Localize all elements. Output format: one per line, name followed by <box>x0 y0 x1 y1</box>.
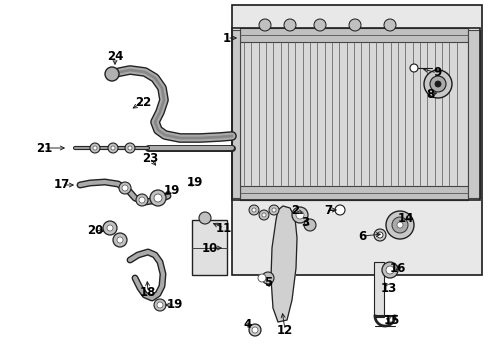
Bar <box>231 28 479 200</box>
Text: 4: 4 <box>244 319 252 332</box>
Bar <box>240 28 467 42</box>
Text: 19: 19 <box>166 298 183 311</box>
Circle shape <box>334 205 345 215</box>
Bar <box>231 30 240 198</box>
Circle shape <box>284 19 295 31</box>
Text: 6: 6 <box>357 230 366 243</box>
Circle shape <box>107 225 113 231</box>
Text: 16: 16 <box>389 261 406 274</box>
Circle shape <box>199 212 210 224</box>
Text: 19: 19 <box>186 176 203 189</box>
Circle shape <box>385 211 413 239</box>
Circle shape <box>113 233 127 247</box>
Circle shape <box>122 185 128 191</box>
Text: 24: 24 <box>106 50 123 63</box>
Text: 17: 17 <box>54 179 70 192</box>
Circle shape <box>313 19 325 31</box>
Circle shape <box>111 146 115 150</box>
Circle shape <box>150 190 165 206</box>
Circle shape <box>409 64 417 72</box>
Text: 11: 11 <box>215 221 232 234</box>
Circle shape <box>396 222 402 228</box>
Text: 19: 19 <box>163 184 180 197</box>
Text: 22: 22 <box>135 95 151 108</box>
Circle shape <box>385 266 393 274</box>
Circle shape <box>259 19 270 31</box>
Circle shape <box>295 211 304 219</box>
Circle shape <box>248 324 261 336</box>
Circle shape <box>119 182 131 194</box>
Circle shape <box>262 213 265 217</box>
Bar <box>240 186 467 200</box>
Bar <box>467 30 479 198</box>
FancyBboxPatch shape <box>231 5 481 275</box>
Text: 14: 14 <box>397 211 413 225</box>
Circle shape <box>259 210 268 220</box>
Text: 5: 5 <box>264 275 271 288</box>
Circle shape <box>251 208 256 212</box>
Circle shape <box>139 197 145 203</box>
Circle shape <box>268 205 279 215</box>
Circle shape <box>304 219 315 231</box>
Circle shape <box>157 302 163 308</box>
Text: 7: 7 <box>323 203 331 216</box>
Circle shape <box>105 67 119 81</box>
Text: 8: 8 <box>425 89 433 102</box>
Bar <box>192 220 226 275</box>
Circle shape <box>154 194 162 202</box>
Text: 21: 21 <box>36 141 52 154</box>
Circle shape <box>271 208 275 212</box>
Circle shape <box>136 194 148 206</box>
Bar <box>240 28 467 200</box>
Bar <box>373 262 383 317</box>
Circle shape <box>262 272 273 284</box>
Text: 1: 1 <box>223 31 231 45</box>
Text: 23: 23 <box>142 152 158 165</box>
Circle shape <box>381 262 397 278</box>
Circle shape <box>376 232 382 238</box>
Circle shape <box>117 237 123 243</box>
Circle shape <box>348 19 360 31</box>
Circle shape <box>291 207 307 223</box>
Polygon shape <box>270 206 296 322</box>
Text: 3: 3 <box>300 216 308 229</box>
Circle shape <box>128 146 132 150</box>
Circle shape <box>248 205 259 215</box>
Circle shape <box>373 229 385 241</box>
Text: 2: 2 <box>290 203 299 216</box>
Circle shape <box>90 143 100 153</box>
Text: 12: 12 <box>276 324 292 337</box>
Text: 9: 9 <box>432 67 440 80</box>
Circle shape <box>125 143 135 153</box>
Circle shape <box>108 143 118 153</box>
Text: 13: 13 <box>380 282 396 294</box>
Circle shape <box>383 19 395 31</box>
Circle shape <box>154 299 165 311</box>
Circle shape <box>391 217 407 233</box>
Circle shape <box>103 221 117 235</box>
Text: 10: 10 <box>202 242 218 255</box>
Text: 15: 15 <box>383 314 399 327</box>
Circle shape <box>258 274 265 282</box>
Circle shape <box>434 81 440 87</box>
Circle shape <box>423 70 451 98</box>
Circle shape <box>429 76 445 92</box>
Text: 20: 20 <box>87 224 103 237</box>
Circle shape <box>93 146 97 150</box>
Text: 18: 18 <box>140 285 156 298</box>
Circle shape <box>251 327 258 333</box>
